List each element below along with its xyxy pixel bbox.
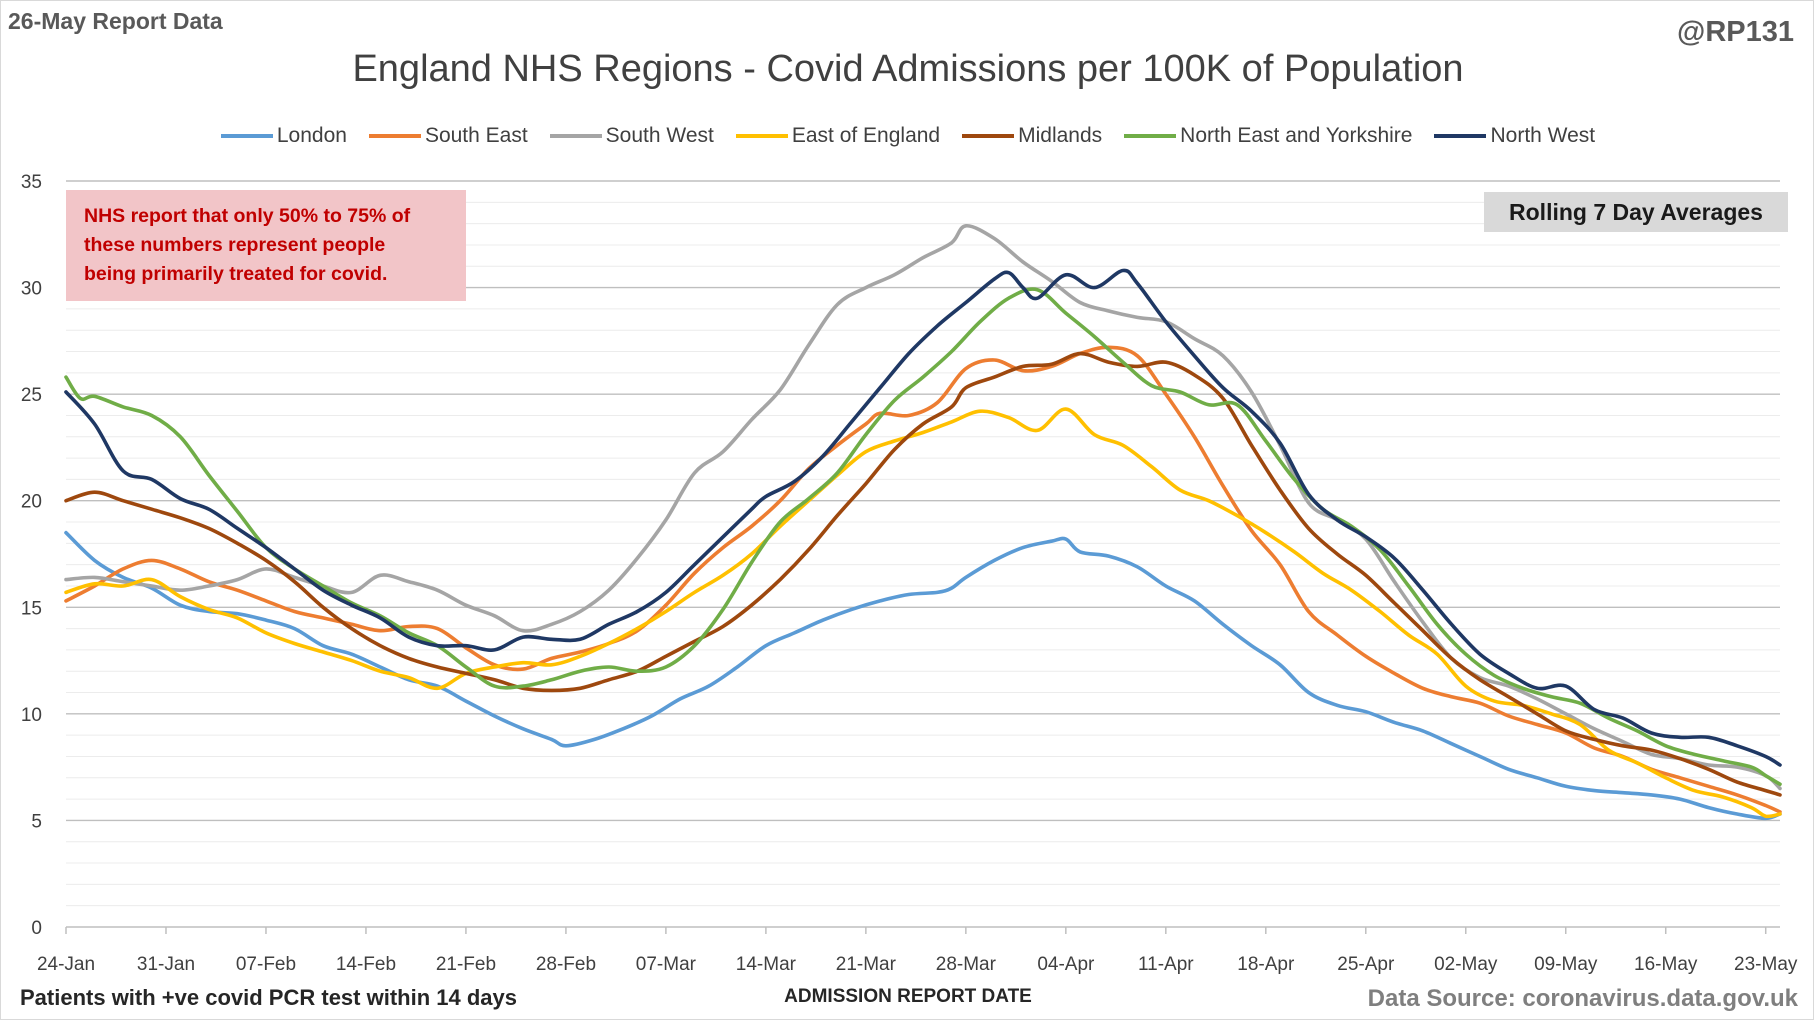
series-line-london: [64, 530, 1782, 821]
series-line-south-east: [64, 345, 1782, 814]
note-line: being primarily treated for covid.: [84, 263, 388, 285]
x-tick-label: 31-Jan: [137, 954, 195, 975]
series-line-east-of-england: [64, 407, 1782, 819]
legend-swatch: [1124, 134, 1177, 138]
legend-swatch: [735, 134, 788, 138]
y-tick-label: 5: [31, 811, 42, 832]
y-tick-label: 0: [31, 918, 42, 939]
legend-label: North East and Yorkshire: [1180, 124, 1413, 147]
data-source: Data Source: coronavirus.data.gov.uk: [1367, 985, 1798, 1012]
x-tick-label: 09-May: [1534, 954, 1598, 975]
y-tick-label: 30: [21, 279, 42, 300]
legend-label: London: [276, 124, 347, 147]
x-tick-label: 28-Mar: [936, 954, 997, 975]
x-tick-label: 21-Feb: [436, 954, 496, 975]
gridlines: [66, 180, 1780, 907]
legend-swatch: [549, 134, 602, 138]
legend-label: North West: [1490, 124, 1596, 147]
x-tick-label: 07-Mar: [636, 954, 697, 975]
x-tick-label: 02-May: [1434, 954, 1498, 975]
legend-item-south-east: South East: [368, 124, 528, 148]
x-tick-label: 11-Apr: [1138, 954, 1194, 975]
legend-label: East of England: [791, 124, 941, 147]
x-axis-title: ADMISSION REPORT DATE: [784, 986, 1032, 1007]
report-date-label: 26-May Report Data: [8, 8, 223, 34]
legend-item-north-west: North West: [1434, 124, 1595, 148]
x-tick-label: 18-Apr: [1237, 954, 1295, 975]
legend-item-london: London: [220, 124, 347, 148]
legend-item-north-east-and-yorkshire: North East and Yorkshire: [1124, 124, 1412, 148]
axes: 24-Jan 31-Jan 07-Feb 14-Feb 21-Feb 28-Feb 07-M…: [21, 172, 1798, 975]
x-tick-label: 28-Feb: [536, 954, 596, 975]
legend-item-midlands: Midlands: [962, 124, 1102, 148]
x-tick-label: 24-Jan: [37, 954, 95, 975]
legend-swatch: [368, 134, 421, 138]
note-line: NHS report that only 50% to 75% of: [84, 205, 411, 227]
x-tick-label: 21-Mar: [836, 954, 897, 975]
legend-item-south-west: South West: [549, 124, 714, 148]
x-tick-label: 16-May: [1634, 954, 1698, 975]
legend-item-east-of-england: East of England: [735, 124, 941, 148]
chart-title: England NHS Regions - Covid Admissions p…: [352, 48, 1464, 90]
x-tick-label: 25-Apr: [1337, 954, 1395, 975]
footnote: Patients with +ve covid PCR test within …: [20, 985, 517, 1010]
rolling-average-badge: Rolling 7 Day Averages: [1484, 192, 1788, 232]
x-tick-label: 04-Apr: [1037, 954, 1095, 975]
y-tick-label: 15: [21, 598, 42, 619]
y-tick-label: 10: [21, 705, 42, 726]
series-line-north-west: [64, 268, 1782, 767]
series-line-north-east-and-yorkshire: [64, 287, 1782, 786]
legend-swatch: [1434, 134, 1487, 138]
legend-swatch: [962, 134, 1015, 138]
legend-swatch: [220, 134, 273, 138]
series-line-south-west: [64, 223, 1782, 791]
legend-label: South East: [424, 124, 528, 147]
series-line-midlands: [64, 351, 1782, 797]
y-tick-label: 25: [21, 385, 42, 406]
x-tick-label: 14-Feb: [336, 954, 396, 975]
x-tick-label: 07-Feb: [236, 954, 296, 975]
author-handle: @RP131: [1677, 16, 1794, 48]
x-tick-label: 23-May: [1734, 954, 1798, 975]
legend: London South East South West East of Englan…: [0, 124, 1816, 148]
series-lines: [64, 223, 1782, 821]
x-tick-label: 14-Mar: [736, 954, 797, 975]
note-box: NHS report that only 50% to 75% of these…: [66, 190, 466, 301]
legend-label: Midlands: [1018, 124, 1103, 147]
y-tick-label: 35: [21, 172, 42, 193]
note-line: these numbers represent people: [84, 234, 386, 256]
y-tick-label: 20: [21, 492, 42, 513]
legend-label: South West: [605, 124, 714, 147]
